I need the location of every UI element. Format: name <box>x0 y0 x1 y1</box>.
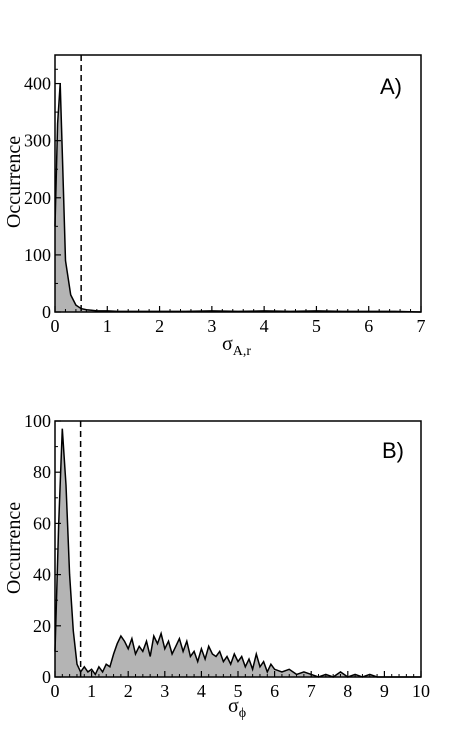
x-tick-label: 1 <box>87 681 96 701</box>
x-tick-label: 1 <box>103 316 112 336</box>
x-tick-label: 6 <box>364 316 373 336</box>
panel-b-x-ticks: 0 1 2 3 4 5 6 7 8 9 10 <box>51 671 430 701</box>
panel-a-area <box>55 83 421 312</box>
y-tick-label: 400 <box>24 74 51 94</box>
x-tick-label: 10 <box>412 681 430 701</box>
panel-b-y-ticks: 0 20 40 60 80 100 <box>24 411 61 687</box>
x-tick-label: 5 <box>234 681 243 701</box>
panel-b-frame <box>54 420 422 678</box>
x-tick-label: 4 <box>260 316 269 336</box>
x-tick-label: 3 <box>207 316 216 336</box>
y-tick-label: 300 <box>24 131 51 151</box>
panel-a-label: A) <box>380 74 402 99</box>
x-tick-label: 9 <box>380 681 389 701</box>
panel-b-area <box>55 428 421 677</box>
panel-a-x-axis-label-main: σ <box>222 333 233 355</box>
panel-a: 0 1 2 3 4 5 6 7 0 100 200 300 400 A) Occurrence σA,… <box>3 54 426 359</box>
x-tick-label: 7 <box>417 316 426 336</box>
y-tick-label: 0 <box>42 667 51 687</box>
x-tick-label: 8 <box>343 681 352 701</box>
panel-a-x-axis-label: σA,r <box>222 333 251 359</box>
panel-a-y-axis-label: Occurrence <box>3 136 25 228</box>
panel-b-label: B) <box>382 438 404 463</box>
panel-b-line <box>54 428 421 678</box>
x-tick-label: 4 <box>197 681 206 701</box>
panel-a-y-ticks: 0 100 200 300 400 <box>24 68 61 322</box>
x-tick-label: 0 <box>51 316 60 336</box>
panel-b-x-axis-label: σϕ <box>228 695 246 721</box>
x-tick-label: 2 <box>124 681 133 701</box>
y-tick-label: 100 <box>24 245 51 265</box>
x-tick-label: 3 <box>160 681 169 701</box>
y-tick-label: 60 <box>33 513 51 533</box>
panel-a-frame <box>54 54 422 313</box>
panel-b-y-axis-label: Occurrence <box>3 502 25 594</box>
x-tick-label: 0 <box>51 681 60 701</box>
panel-a-x-axis-label-sub: A,r <box>233 344 252 359</box>
y-tick-label: 40 <box>33 565 51 585</box>
panel-b-x-axis-label-sub: ϕ <box>239 706 246 721</box>
y-tick-label: 200 <box>24 188 51 208</box>
x-tick-label: 7 <box>307 681 316 701</box>
y-tick-label: 0 <box>42 302 51 322</box>
x-tick-label: 2 <box>155 316 164 336</box>
y-tick-label: 20 <box>33 616 51 636</box>
panel-a-line <box>54 83 422 313</box>
x-tick-label: 5 <box>312 316 321 336</box>
panel-a-x-ticks: 0 1 2 3 4 5 6 7 <box>51 306 426 336</box>
panel-b-x-axis-label-main: σ <box>228 695 239 717</box>
y-tick-label: 100 <box>24 411 51 431</box>
y-tick-label: 80 <box>33 462 51 482</box>
x-tick-label: 6 <box>270 681 279 701</box>
